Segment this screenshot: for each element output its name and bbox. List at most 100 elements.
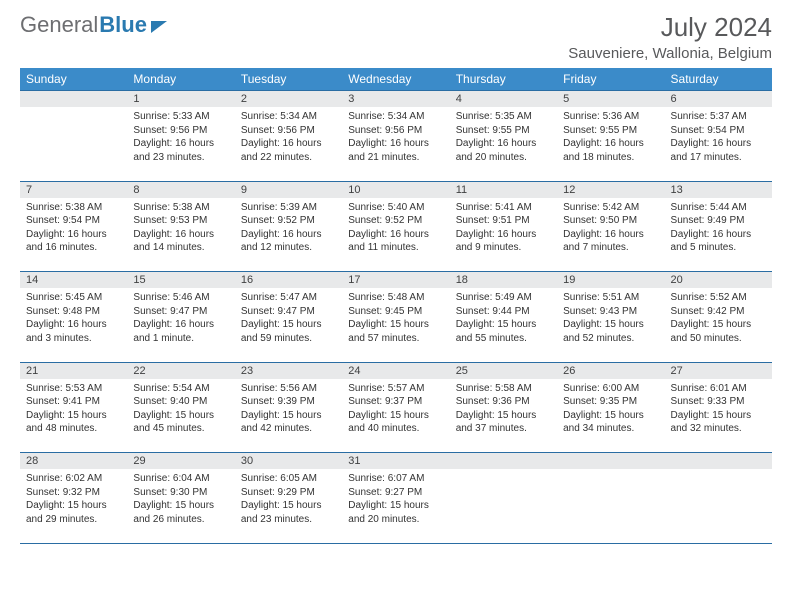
day-number-cell: 30 bbox=[235, 453, 342, 470]
day-body: Sunrise: 6:04 AMSunset: 9:30 PMDaylight:… bbox=[127, 469, 234, 532]
sunset-text: Sunset: 9:41 PM bbox=[26, 395, 121, 409]
day-cell: Sunrise: 6:01 AMSunset: 9:33 PMDaylight:… bbox=[665, 379, 772, 453]
day-body: Sunrise: 6:05 AMSunset: 9:29 PMDaylight:… bbox=[235, 469, 342, 532]
day-cell: Sunrise: 5:56 AMSunset: 9:39 PMDaylight:… bbox=[235, 379, 342, 453]
day-number-cell bbox=[450, 453, 557, 470]
daylight-text: Daylight: 16 hours and 12 minutes. bbox=[241, 228, 336, 255]
day-number: 4 bbox=[450, 91, 557, 107]
day-number-cell: 5 bbox=[557, 91, 664, 108]
daylight-text: Daylight: 15 hours and 29 minutes. bbox=[26, 499, 121, 526]
day-body: Sunrise: 6:07 AMSunset: 9:27 PMDaylight:… bbox=[342, 469, 449, 532]
day-cell: Sunrise: 6:07 AMSunset: 9:27 PMDaylight:… bbox=[342, 469, 449, 543]
day-number: 1 bbox=[127, 91, 234, 107]
day-cell: Sunrise: 5:45 AMSunset: 9:48 PMDaylight:… bbox=[20, 288, 127, 362]
sunset-text: Sunset: 9:43 PM bbox=[563, 305, 658, 319]
daylight-text: Daylight: 16 hours and 14 minutes. bbox=[133, 228, 228, 255]
day-body: Sunrise: 5:44 AMSunset: 9:49 PMDaylight:… bbox=[665, 198, 772, 261]
sunrise-text: Sunrise: 5:39 AM bbox=[241, 201, 336, 215]
sunrise-text: Sunrise: 5:51 AM bbox=[563, 291, 658, 305]
sunset-text: Sunset: 9:54 PM bbox=[26, 214, 121, 228]
sunset-text: Sunset: 9:49 PM bbox=[671, 214, 766, 228]
sunset-text: Sunset: 9:50 PM bbox=[563, 214, 658, 228]
sunrise-text: Sunrise: 5:58 AM bbox=[456, 382, 551, 396]
day-number: 16 bbox=[235, 272, 342, 288]
daylight-text: Daylight: 16 hours and 9 minutes. bbox=[456, 228, 551, 255]
weekday-header: Thursday bbox=[450, 68, 557, 91]
day-number-cell: 27 bbox=[665, 362, 772, 379]
sunrise-text: Sunrise: 5:36 AM bbox=[563, 110, 658, 124]
day-number: 2 bbox=[235, 91, 342, 107]
day-body: Sunrise: 5:34 AMSunset: 9:56 PMDaylight:… bbox=[342, 107, 449, 170]
daylight-text: Daylight: 16 hours and 1 minute. bbox=[133, 318, 228, 345]
day-body: Sunrise: 5:35 AMSunset: 9:55 PMDaylight:… bbox=[450, 107, 557, 170]
day-cell: Sunrise: 5:57 AMSunset: 9:37 PMDaylight:… bbox=[342, 379, 449, 453]
day-number: 30 bbox=[235, 453, 342, 469]
day-cell: Sunrise: 5:34 AMSunset: 9:56 PMDaylight:… bbox=[235, 107, 342, 181]
sunrise-text: Sunrise: 5:37 AM bbox=[671, 110, 766, 124]
day-cell bbox=[557, 469, 664, 543]
day-number: 3 bbox=[342, 91, 449, 107]
daylight-text: Daylight: 15 hours and 48 minutes. bbox=[26, 409, 121, 436]
sunrise-text: Sunrise: 5:53 AM bbox=[26, 382, 121, 396]
day-cell: Sunrise: 6:05 AMSunset: 9:29 PMDaylight:… bbox=[235, 469, 342, 543]
daynum-row: 28293031 bbox=[20, 453, 772, 470]
page-header: GeneralBlue July 2024 Sauveniere, Wallon… bbox=[20, 12, 772, 62]
day-number: 20 bbox=[665, 272, 772, 288]
sunset-text: Sunset: 9:42 PM bbox=[671, 305, 766, 319]
logo-text-1: General bbox=[20, 12, 98, 38]
day-number-cell: 25 bbox=[450, 362, 557, 379]
sunrise-text: Sunrise: 5:46 AM bbox=[133, 291, 228, 305]
day-body-row: Sunrise: 5:38 AMSunset: 9:54 PMDaylight:… bbox=[20, 198, 772, 272]
sunrise-text: Sunrise: 5:44 AM bbox=[671, 201, 766, 215]
daylight-text: Daylight: 15 hours and 20 minutes. bbox=[348, 499, 443, 526]
sunset-text: Sunset: 9:52 PM bbox=[348, 214, 443, 228]
title-block: July 2024 Sauveniere, Wallonia, Belgium bbox=[568, 12, 772, 62]
day-number: 17 bbox=[342, 272, 449, 288]
daynum-row: 78910111213 bbox=[20, 181, 772, 198]
daylight-text: Daylight: 15 hours and 34 minutes. bbox=[563, 409, 658, 436]
day-cell: Sunrise: 5:58 AMSunset: 9:36 PMDaylight:… bbox=[450, 379, 557, 453]
sunrise-text: Sunrise: 5:38 AM bbox=[26, 201, 121, 215]
sunset-text: Sunset: 9:27 PM bbox=[348, 486, 443, 500]
sunrise-text: Sunrise: 6:07 AM bbox=[348, 472, 443, 486]
sunrise-text: Sunrise: 5:54 AM bbox=[133, 382, 228, 396]
day-number-cell: 24 bbox=[342, 362, 449, 379]
day-body: Sunrise: 5:46 AMSunset: 9:47 PMDaylight:… bbox=[127, 288, 234, 351]
day-body: Sunrise: 5:38 AMSunset: 9:53 PMDaylight:… bbox=[127, 198, 234, 261]
logo-text-2: Blue bbox=[99, 12, 147, 38]
sunset-text: Sunset: 9:47 PM bbox=[133, 305, 228, 319]
sunrise-text: Sunrise: 5:48 AM bbox=[348, 291, 443, 305]
weekday-header: Monday bbox=[127, 68, 234, 91]
sunset-text: Sunset: 9:40 PM bbox=[133, 395, 228, 409]
day-body: Sunrise: 5:48 AMSunset: 9:45 PMDaylight:… bbox=[342, 288, 449, 351]
day-body: Sunrise: 5:42 AMSunset: 9:50 PMDaylight:… bbox=[557, 198, 664, 261]
sunset-text: Sunset: 9:54 PM bbox=[671, 124, 766, 138]
daylight-text: Daylight: 16 hours and 3 minutes. bbox=[26, 318, 121, 345]
day-body bbox=[450, 469, 557, 478]
day-body: Sunrise: 6:02 AMSunset: 9:32 PMDaylight:… bbox=[20, 469, 127, 532]
daylight-text: Daylight: 15 hours and 40 minutes. bbox=[348, 409, 443, 436]
day-number: 14 bbox=[20, 272, 127, 288]
day-cell: Sunrise: 5:40 AMSunset: 9:52 PMDaylight:… bbox=[342, 198, 449, 272]
daylight-text: Daylight: 15 hours and 45 minutes. bbox=[133, 409, 228, 436]
day-body bbox=[557, 469, 664, 478]
day-body: Sunrise: 6:01 AMSunset: 9:33 PMDaylight:… bbox=[665, 379, 772, 442]
day-number-cell: 28 bbox=[20, 453, 127, 470]
day-number: 29 bbox=[127, 453, 234, 469]
day-number: 9 bbox=[235, 182, 342, 198]
day-cell: Sunrise: 5:35 AMSunset: 9:55 PMDaylight:… bbox=[450, 107, 557, 181]
daylight-text: Daylight: 16 hours and 18 minutes. bbox=[563, 137, 658, 164]
day-number: 24 bbox=[342, 363, 449, 379]
location-subtitle: Sauveniere, Wallonia, Belgium bbox=[568, 45, 772, 62]
day-cell: Sunrise: 5:34 AMSunset: 9:56 PMDaylight:… bbox=[342, 107, 449, 181]
day-body: Sunrise: 5:58 AMSunset: 9:36 PMDaylight:… bbox=[450, 379, 557, 442]
day-cell: Sunrise: 6:04 AMSunset: 9:30 PMDaylight:… bbox=[127, 469, 234, 543]
day-number bbox=[450, 453, 557, 457]
day-number: 21 bbox=[20, 363, 127, 379]
day-number bbox=[557, 453, 664, 457]
day-cell: Sunrise: 5:49 AMSunset: 9:44 PMDaylight:… bbox=[450, 288, 557, 362]
day-number-cell bbox=[20, 91, 127, 108]
day-cell: Sunrise: 5:33 AMSunset: 9:56 PMDaylight:… bbox=[127, 107, 234, 181]
day-number-cell bbox=[557, 453, 664, 470]
daylight-text: Daylight: 16 hours and 16 minutes. bbox=[26, 228, 121, 255]
